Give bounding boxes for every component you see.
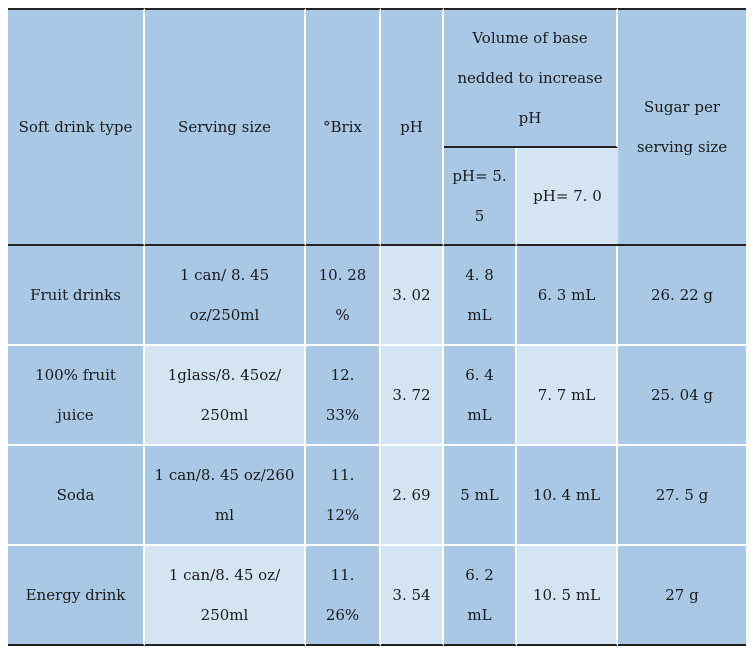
header-soft-drink-type: Soft drink type <box>8 8 145 246</box>
header-sugar: Sugar per serving size <box>618 8 746 246</box>
cell-v55: 6. 4 mL <box>444 346 517 446</box>
cell-brix: 12. 33% <box>306 346 381 446</box>
header-serving-size: Serving size <box>145 8 306 246</box>
table-row: Soda 1 can/8. 45 oz/260 ml 11. 12% 2. 69… <box>8 446 746 546</box>
cell-serving: 1 can/8. 45 oz/ 250ml <box>145 546 306 646</box>
cell-type: Fruit drinks <box>8 246 145 346</box>
cell-brix: 11. 12% <box>306 446 381 546</box>
cell-serving: 1 can/ 8. 45 oz/250ml <box>145 246 306 346</box>
header-ph-5-5: pH= 5. 5 <box>444 148 517 246</box>
cell-serving: 1glass/8. 45oz/ 250ml <box>145 346 306 446</box>
header-volume-base: Volume of base nedded to increase pH <box>444 8 618 148</box>
cell-type: Energy drink <box>8 546 145 646</box>
header-ph-7-0: pH= 7. 0 <box>517 148 618 246</box>
cell-serving: 1 can/8. 45 oz/260 ml <box>145 446 306 546</box>
cell-v55: 5 mL <box>444 446 517 546</box>
cell-type: Soda <box>8 446 145 546</box>
cell-v55: 4. 8 mL <box>444 246 517 346</box>
cell-sugar: 27 g <box>618 546 746 646</box>
cell-brix: 11. 26% <box>306 546 381 646</box>
table-row: Energy drink 1 can/8. 45 oz/ 250ml 11. 2… <box>8 546 746 646</box>
cell-v70: 10. 4 mL <box>517 446 618 546</box>
cell-sugar: 26. 22 g <box>618 246 746 346</box>
cell-type: 100% fruit juice <box>8 346 145 446</box>
cell-v70: 7. 7 mL <box>517 346 618 446</box>
header-brix: °Brix <box>306 8 381 246</box>
table-row: 100% fruit juice 1glass/8. 45oz/ 250ml 1… <box>8 346 746 446</box>
cell-ph: 2. 69 <box>381 446 444 546</box>
header-ph: pH <box>381 8 444 246</box>
cell-sugar: 27. 5 g <box>618 446 746 546</box>
table-container: Soft drink type Serving size °Brix pH Vo… <box>8 8 746 646</box>
soft-drink-table: Soft drink type Serving size °Brix pH Vo… <box>8 8 746 646</box>
cell-sugar: 25. 04 g <box>618 346 746 446</box>
cell-brix: 10. 28 % <box>306 246 381 346</box>
cell-v55: 6. 2 mL <box>444 546 517 646</box>
cell-ph: 3. 02 <box>381 246 444 346</box>
cell-v70: 6. 3 mL <box>517 246 618 346</box>
cell-v70: 10. 5 mL <box>517 546 618 646</box>
table-row: Fruit drinks 1 can/ 8. 45 oz/250ml 10. 2… <box>8 246 746 346</box>
cell-ph: 3. 72 <box>381 346 444 446</box>
cell-ph: 3. 54 <box>381 546 444 646</box>
